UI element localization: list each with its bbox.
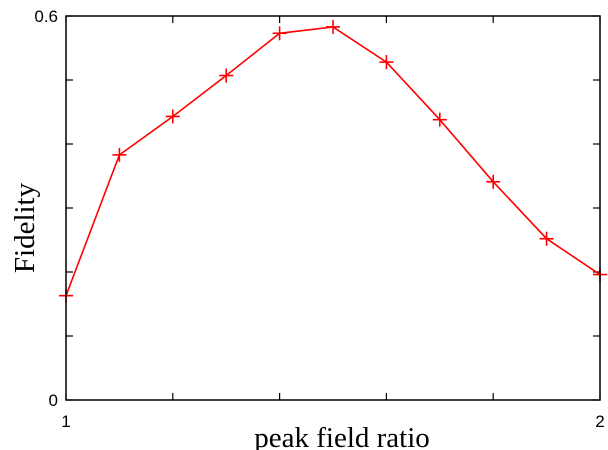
- data-point: [486, 174, 501, 189]
- data-point: [165, 109, 180, 124]
- data-point: [272, 26, 287, 41]
- data-point: [326, 19, 340, 34]
- x-tick-label: 2: [595, 412, 604, 431]
- series-line: [65, 26, 601, 296]
- data-point: [219, 68, 234, 83]
- y-axis-title: Fidelity: [9, 182, 41, 273]
- data-point: [539, 231, 554, 246]
- y-tick-label: 0: [49, 391, 58, 410]
- data-point: [432, 112, 447, 127]
- data-point: [379, 55, 394, 70]
- axis-ticks: [65, 15, 601, 401]
- data-point: [112, 147, 127, 162]
- y-tick-label: 0.6: [34, 7, 58, 26]
- plot-frame: [65, 15, 601, 401]
- x-axis-title: peak field ratio: [254, 422, 430, 450]
- x-tick-label: 1: [61, 412, 70, 431]
- tick-labels: 1 2 0 0.6: [34, 7, 604, 431]
- series-layer: [59, 19, 607, 303]
